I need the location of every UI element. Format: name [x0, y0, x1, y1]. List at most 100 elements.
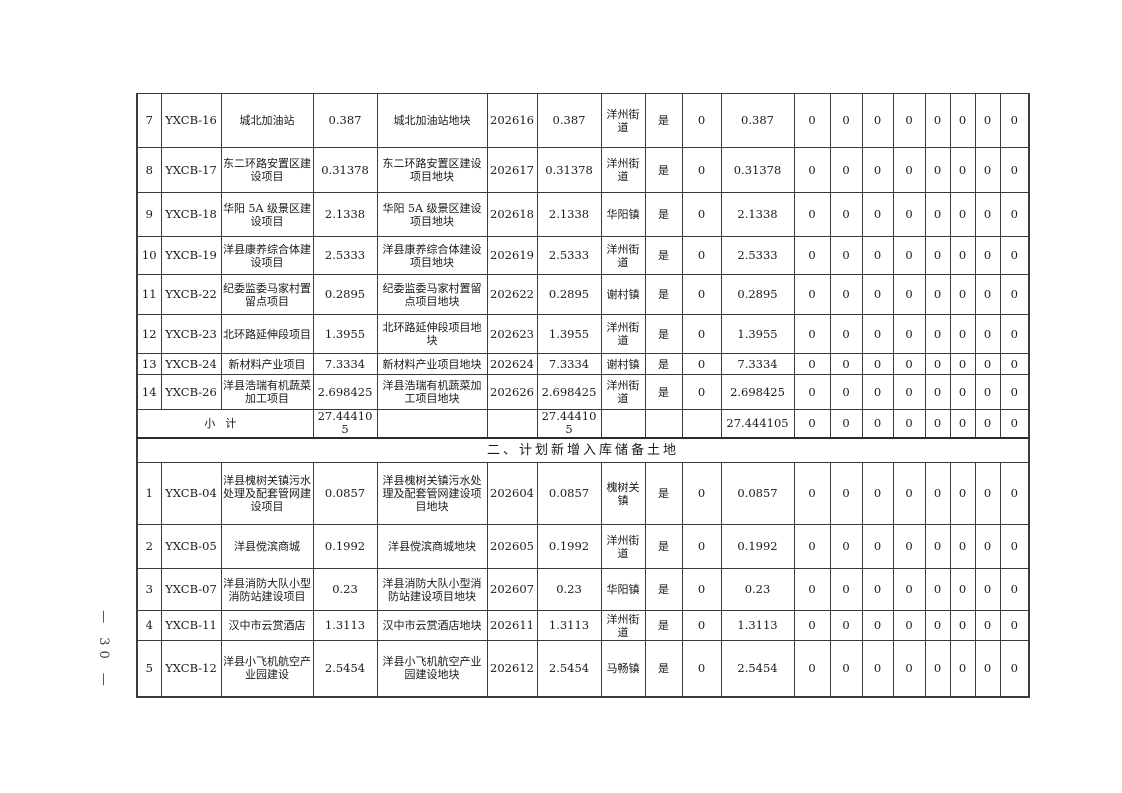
cell-zero-col: 0: [949, 353, 976, 375]
cell-zero-col: 0: [974, 524, 1001, 569]
subtotal-plan-area: 27.444105: [312, 409, 378, 439]
cell-zero-col: 0: [949, 568, 976, 611]
subtotal-zero: 0: [949, 409, 976, 439]
cell-zero-col: 0: [974, 568, 1001, 611]
cell-parcel-code: 202617: [486, 147, 538, 193]
subtotal-zero: 0: [793, 409, 831, 439]
cell-project-name: 华阳 5A 级景区建设项目: [220, 192, 314, 237]
cell-parcel-area: 2.5333: [536, 236, 602, 275]
subtotal-area3: 27.444105: [720, 409, 795, 439]
cell-area3: 0.1992: [720, 524, 795, 569]
cell-plan-area: 1.3955: [312, 314, 378, 354]
cell-parcel-area: 0.1992: [536, 524, 602, 569]
cell-project-name: 汉中市云赏酒店: [220, 610, 314, 641]
cell-project-name: 纪委监委马家村置留点项目: [220, 274, 314, 315]
cell-project-code: YXCB-07: [160, 568, 222, 611]
cell-parcel-code: 202622: [486, 274, 538, 315]
cell-zero: 0: [681, 462, 722, 525]
cell-seq: 13: [136, 353, 162, 375]
section1-body: 7 YXCB-16 城北加油站 0.387 城北加油站地块 202616 0.387 洋州街道…: [136, 93, 1030, 410]
cell-zero-col: 0: [793, 93, 831, 148]
cell-project-code: YXCB-04: [160, 462, 222, 525]
cell-zero-col: 0: [793, 274, 831, 315]
cell-area3: 2.5454: [720, 640, 795, 697]
cell-plan-area: 0.387: [312, 93, 378, 148]
cell-town: 洋州街道: [600, 314, 646, 354]
section2-header: 二、计划新增入库储备土地: [136, 437, 1030, 463]
table-row: 13 YXCB-24 新材料产业项目 7.3334 新材料产业项目地块 202624 7.3…: [136, 353, 1030, 375]
table-row: 4 YXCB-11 汉中市云赏酒店 1.3113 汉中市云赏酒店地块 202611 1.31…: [136, 610, 1030, 641]
cell-town: 洋州街道: [600, 610, 646, 641]
cell-area3: 0.2895: [720, 274, 795, 315]
cell-zero-col: 0: [861, 147, 894, 193]
cell-zero-col: 0: [892, 568, 926, 611]
cell-zero-col: 0: [829, 568, 863, 611]
cell-parcel-name: 洋县消防大队小型消防站建设项目地块: [376, 568, 488, 611]
cell-area3: 1.3955: [720, 314, 795, 354]
cell-area3: 0.23: [720, 568, 795, 611]
cell-flag: 是: [644, 314, 683, 354]
cell-zero-col: 0: [892, 640, 926, 697]
cell-zero-col: 0: [924, 353, 951, 375]
cell-project-name: 洋县槐树关镇污水处理及配套管网建设项目: [220, 462, 314, 525]
cell-seq: 7: [136, 93, 162, 148]
page-number: — 30 —: [78, 598, 128, 702]
cell-zero-col: 0: [974, 610, 1001, 641]
cell-zero-col: 0: [949, 462, 976, 525]
cell-zero-col: 0: [793, 462, 831, 525]
cell-project-code: YXCB-16: [160, 93, 222, 148]
table-row: 2 YXCB-05 洋县傥滨商城 0.1992 洋县傥滨商城地块 202605 0.1992…: [136, 524, 1030, 569]
cell-area3: 0.387: [720, 93, 795, 148]
cell-zero-col: 0: [974, 147, 1001, 193]
cell-flag: 是: [644, 568, 683, 611]
cell-project-name: 东二环路安置区建设项目: [220, 147, 314, 193]
cell-zero-col: 0: [892, 462, 926, 525]
cell-zero-col: 0: [829, 93, 863, 148]
cell-town: 华阳镇: [600, 568, 646, 611]
cell-town: 洋州街道: [600, 236, 646, 275]
cell-zero-col: 0: [892, 524, 926, 569]
cell-flag: 是: [644, 374, 683, 410]
cell-zero-col: 0: [999, 236, 1030, 275]
cell-parcel-area: 1.3113: [536, 610, 602, 641]
cell-zero-col: 0: [861, 192, 894, 237]
cell-flag: 是: [644, 236, 683, 275]
table-row: 5 YXCB-12 洋县小飞机航空产业园建设 2.5454 洋县小飞机航空产业园建设地块…: [136, 640, 1030, 697]
cell-seq: 11: [136, 274, 162, 315]
cell-parcel-name: 洋县浩瑞有机蔬菜加工项目地块: [376, 374, 488, 410]
cell-flag: 是: [644, 610, 683, 641]
cell-zero: 0: [681, 147, 722, 193]
cell-zero-col: 0: [829, 462, 863, 525]
cell-zero-col: 0: [829, 524, 863, 569]
cell-zero-col: 0: [999, 640, 1030, 697]
cell-parcel-area: 0.23: [536, 568, 602, 611]
cell-parcel-code: 202604: [486, 462, 538, 525]
cell-parcel-code: 202618: [486, 192, 538, 237]
cell-zero-col: 0: [974, 640, 1001, 697]
cell-town: 洋州街道: [600, 374, 646, 410]
cell-parcel-code: 202605: [486, 524, 538, 569]
cell-plan-area: 0.1992: [312, 524, 378, 569]
cell-zero: 0: [681, 274, 722, 315]
cell-zero: 0: [681, 314, 722, 354]
cell-parcel-area: 0.2895: [536, 274, 602, 315]
cell-seq: 14: [136, 374, 162, 410]
cell-parcel-name: 北环路延伸段项目地块: [376, 314, 488, 354]
cell-parcel-area: 0.0857: [536, 462, 602, 525]
cell-zero-col: 0: [949, 640, 976, 697]
cell-zero-col: 0: [924, 93, 951, 148]
cell-zero-col: 0: [924, 524, 951, 569]
cell-zero-col: 0: [924, 462, 951, 525]
section2-body: 1 YXCB-04 洋县槐树关镇污水处理及配套管网建设项目 0.0857 洋县槐树关镇污…: [136, 462, 1030, 697]
cell-town: 华阳镇: [600, 192, 646, 237]
cell-plan-area: 0.0857: [312, 462, 378, 525]
table-row: 11 YXCB-22 纪委监委马家村置留点项目 0.2895 纪委监委马家村置留点项目地…: [136, 274, 1030, 315]
cell-zero-col: 0: [829, 192, 863, 237]
cell-seq: 4: [136, 610, 162, 641]
cell-zero-col: 0: [861, 640, 894, 697]
cell-seq: 10: [136, 236, 162, 275]
cell-zero-col: 0: [892, 93, 926, 148]
cell-parcel-code: 202626: [486, 374, 538, 410]
cell-zero-col: 0: [949, 274, 976, 315]
cell-area3: 0.31378: [720, 147, 795, 193]
